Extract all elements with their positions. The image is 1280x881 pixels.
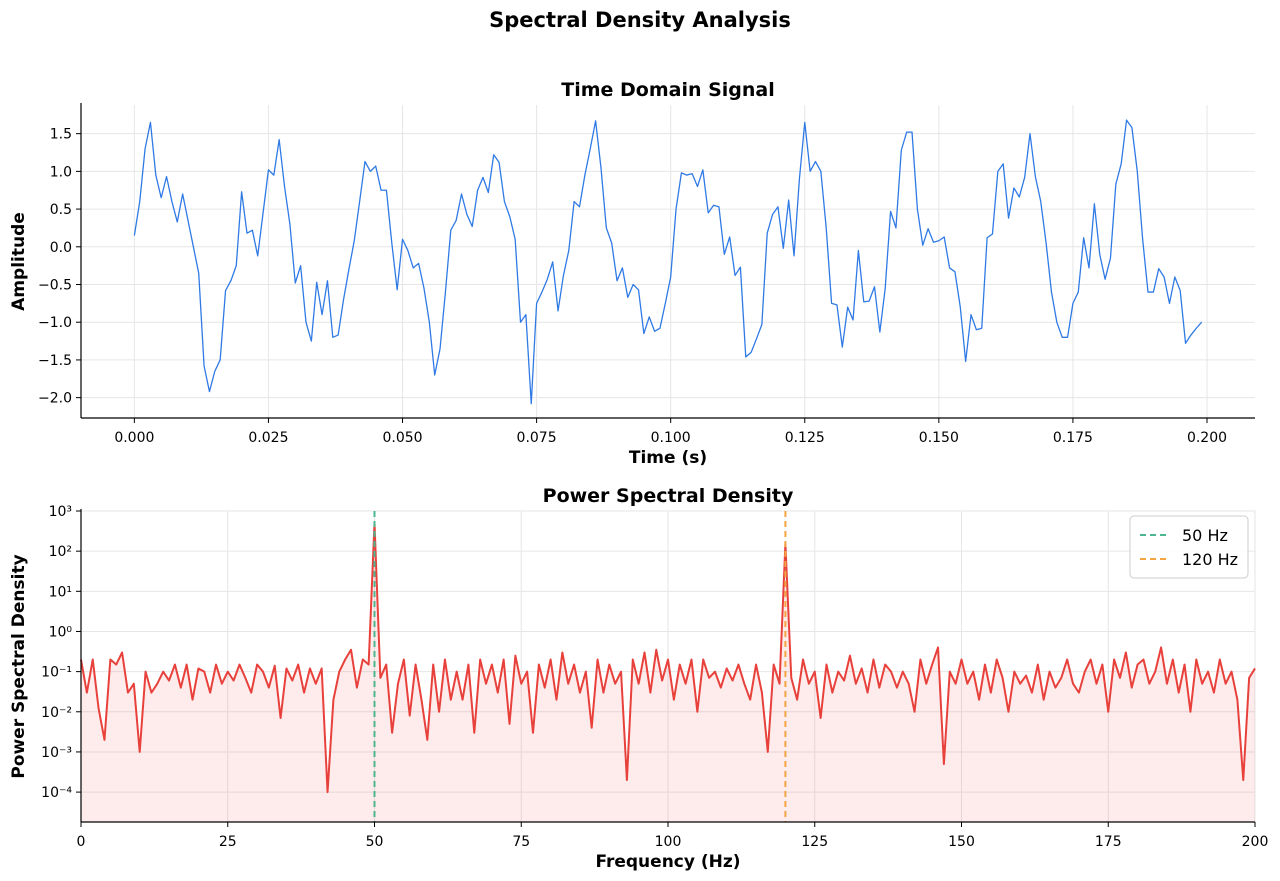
figure-title: Spectral Density Analysis [489,8,791,32]
x-tick-label: 0.175 [1053,430,1093,446]
chart-title: Power Spectral Density [543,485,794,507]
y-tick-label: −0.5 [38,278,72,294]
y-tick-label: 10⁻⁴ [41,785,72,801]
x-tick-label: 50 [366,834,384,850]
y-tick-label: 1.5 [50,127,72,143]
x-tick-label: 200 [1242,834,1269,850]
x-tick-label: 0.000 [114,430,154,446]
legend-label: 50 Hz [1182,526,1228,545]
y-tick-label: −1.0 [38,315,72,331]
y-tick-label: 10¹ [49,584,72,600]
y-tick-label: 10⁻³ [41,745,72,761]
y-tick-label: 0.5 [50,202,72,218]
y-tick-label: 0.0 [50,240,72,256]
x-tick-label: 0.075 [517,430,557,446]
area-fill [81,523,1255,822]
y-tick-label: −1.5 [38,353,72,369]
x-axis-label: Time (s) [629,448,707,468]
x-tick-label: 0.150 [919,430,959,446]
y-tick-label: 10⁻¹ [41,665,72,681]
x-tick-label: 0.050 [382,430,422,446]
x-tick-label: 25 [219,834,237,850]
y-tick-label: 10² [49,544,72,560]
x-axis-label: Frequency (Hz) [595,852,740,872]
x-tick-label: 0 [77,834,86,850]
legend: 50 Hz 120 Hz [1129,515,1249,579]
y-tick-label: 1.0 [50,164,72,180]
x-tick-label: 0.200 [1187,430,1227,446]
x-tick-label: 0.100 [651,430,691,446]
y-axis-label: Power Spectral Density [9,554,29,778]
x-tick-label: 100 [655,834,682,850]
x-tick-label: 0.025 [248,430,288,446]
legend-label: 120 Hz [1182,550,1238,569]
signal-line [133,119,1203,405]
y-tick-label: 10⁰ [49,624,73,640]
x-tick-label: 125 [801,834,828,850]
legend-box [1129,515,1249,579]
signal-line [80,522,1256,794]
x-tick-label: 75 [512,834,530,850]
x-tick-label: 0.125 [785,430,825,446]
chart-title: Time Domain Signal [561,79,775,101]
x-tick-label: 175 [1095,834,1122,850]
x-tick-label: 150 [948,834,975,850]
y-axis-label: Amplitude [9,212,29,311]
y-tick-label: 10⁻² [41,705,72,721]
y-tick-label: −2.0 [38,391,72,407]
y-tick-label: 10³ [49,504,72,520]
